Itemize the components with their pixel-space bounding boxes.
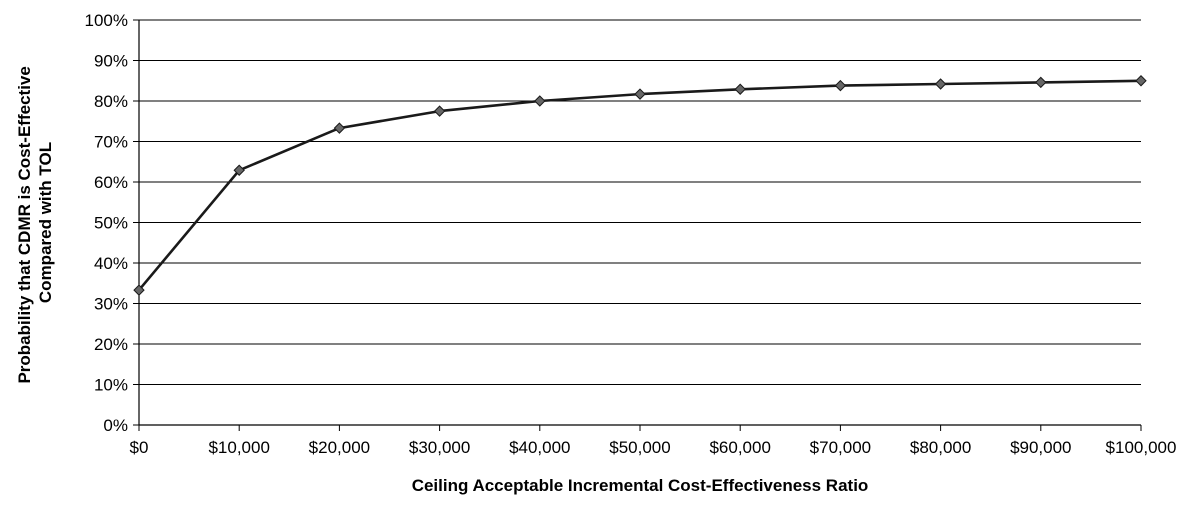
- y-tick-labels: 0% 10% 20% 30% 40% 50% 60% 70% 80% 90% 100%: [85, 11, 128, 435]
- x-tick-label: $70,000: [810, 438, 871, 457]
- axes: [133, 19, 1142, 431]
- data-point-marker: [534, 95, 546, 107]
- data-point-marker: [133, 284, 145, 296]
- data-point-marker: [634, 88, 646, 100]
- y-tick-label: 70%: [94, 133, 128, 152]
- y-tick-label: 10%: [94, 376, 128, 395]
- x-tick-label: $100,000: [1106, 438, 1177, 457]
- x-tick-label: $60,000: [709, 438, 770, 457]
- data-point-marker: [734, 83, 746, 95]
- x-tick-label: $50,000: [609, 438, 670, 457]
- x-tick-labels: $0 $10,000 $20,000 $30,000 $40,000 $50,000 $60…: [130, 438, 1177, 457]
- y-tick-label: 50%: [94, 214, 128, 233]
- data-markers: [133, 75, 1147, 296]
- y-tick-label: 90%: [94, 52, 128, 71]
- x-tick-label: $30,000: [409, 438, 470, 457]
- y-tick-label: 60%: [94, 173, 128, 192]
- y-tick-label: 20%: [94, 335, 128, 354]
- x-tick-label: $40,000: [509, 438, 570, 457]
- data-point-marker: [333, 122, 346, 134]
- x-tick-label: $20,000: [309, 438, 370, 457]
- data-point-marker: [1135, 75, 1147, 87]
- y-axis-title: Probability that CDMR is Cost-Effective …: [15, 61, 55, 383]
- data-point-marker: [934, 78, 947, 90]
- x-axis-title: Ceiling Acceptable Incremental Cost-Effe…: [412, 476, 869, 495]
- x-tick-label: $90,000: [1010, 438, 1071, 457]
- data-point-marker: [1035, 76, 1047, 89]
- y-tick-label: 40%: [94, 254, 128, 273]
- y-tick-label: 0%: [103, 416, 128, 435]
- x-tick-label: $10,000: [208, 438, 269, 457]
- y-axis-title-line-2: Compared with TOL: [36, 142, 55, 303]
- series-line-layer: [138, 79, 1142, 291]
- data-point-marker: [433, 105, 446, 117]
- data-point-marker: [233, 164, 245, 176]
- gridlines: [139, 19, 1141, 385]
- y-tick-label: 30%: [94, 295, 128, 314]
- data-point-marker: [834, 79, 847, 92]
- y-tick-label: 100%: [85, 11, 128, 30]
- x-tick-label: $80,000: [910, 438, 971, 457]
- series-line: [138, 79, 1142, 291]
- y-tick-label: 80%: [94, 92, 128, 111]
- y-axis-title-line-1: Probability that CDMR is Cost-Effective: [15, 66, 34, 383]
- x-tick-label: $0: [130, 438, 149, 457]
